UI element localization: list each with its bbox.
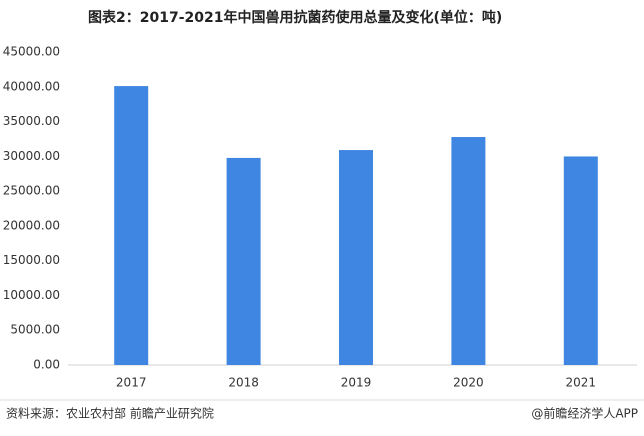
y-tick-label: 25000.00 — [3, 184, 60, 198]
y-tick-label: 5000.00 — [10, 323, 60, 337]
bar — [114, 86, 149, 366]
y-tick-label: 40000.00 — [3, 79, 60, 93]
chart-title: 图表2：2017-2021年中国兽用抗菌药使用总量及变化(单位：吨) — [88, 9, 502, 26]
bar — [226, 157, 261, 365]
y-tick-label: 30000.00 — [3, 149, 60, 163]
source-note: 资料来源：农业农村部 前瞻产业研究院 — [6, 406, 214, 421]
bar — [563, 156, 598, 365]
y-tick-label: 35000.00 — [3, 114, 60, 128]
y-tick-label: 0.00 — [33, 358, 60, 372]
x-tick-label: 2017 — [116, 376, 147, 390]
y-tick-label: 20000.00 — [3, 218, 60, 232]
x-tick-label: 2020 — [453, 376, 484, 390]
y-tick-label: 15000.00 — [3, 253, 60, 267]
bar — [339, 150, 373, 365]
x-tick-label: 2019 — [341, 376, 372, 390]
y-tick-label: 10000.00 — [3, 288, 60, 302]
y-tick-label: 45000.00 — [3, 45, 60, 59]
credit: @前瞻经济学人APP — [531, 406, 638, 421]
x-tick-label: 2021 — [566, 376, 597, 390]
bar — [451, 137, 486, 365]
x-tick-label: 2018 — [228, 376, 259, 390]
